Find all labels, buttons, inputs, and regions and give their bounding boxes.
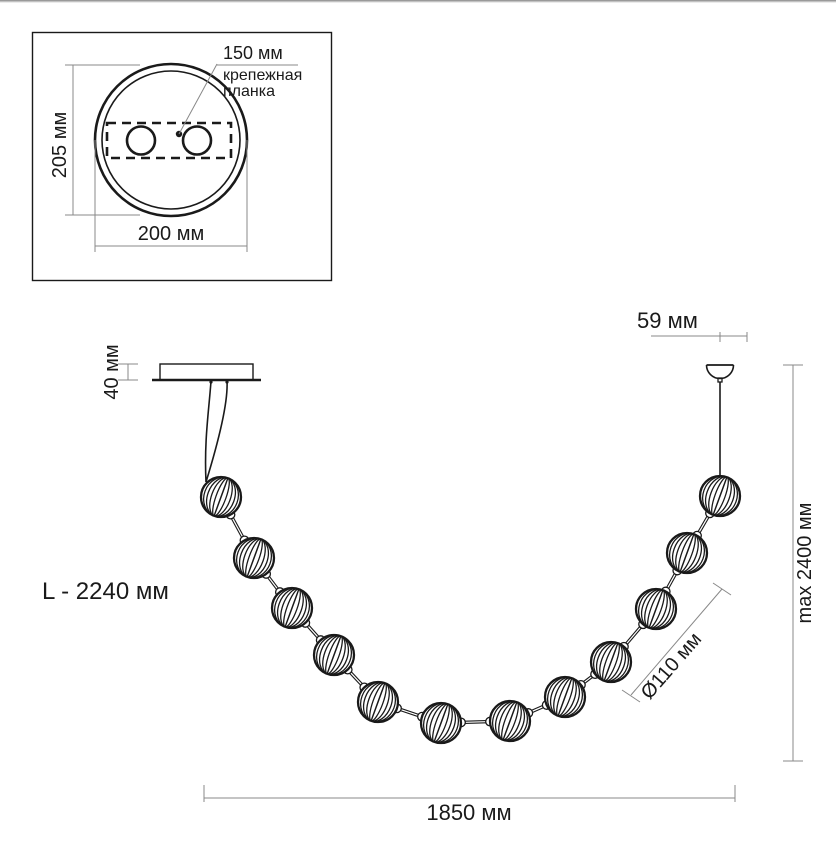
svg-text:крепежная: крепежная (223, 67, 302, 84)
svg-text:40 мм: 40 мм (101, 344, 123, 399)
svg-text:max 2400 мм: max 2400 мм (794, 503, 816, 624)
svg-text:205 мм: 205 мм (49, 112, 71, 178)
svg-text:59 мм: 59 мм (637, 308, 698, 333)
svg-text:планка: планка (223, 83, 275, 100)
svg-text:1850 мм: 1850 мм (426, 800, 511, 825)
svg-text:L - 2240 мм: L - 2240 мм (42, 578, 169, 605)
svg-text:Ø110 мм: Ø110 мм (637, 628, 706, 703)
svg-text:150 мм: 150 мм (223, 43, 283, 63)
svg-text:200 мм: 200 мм (138, 223, 204, 245)
